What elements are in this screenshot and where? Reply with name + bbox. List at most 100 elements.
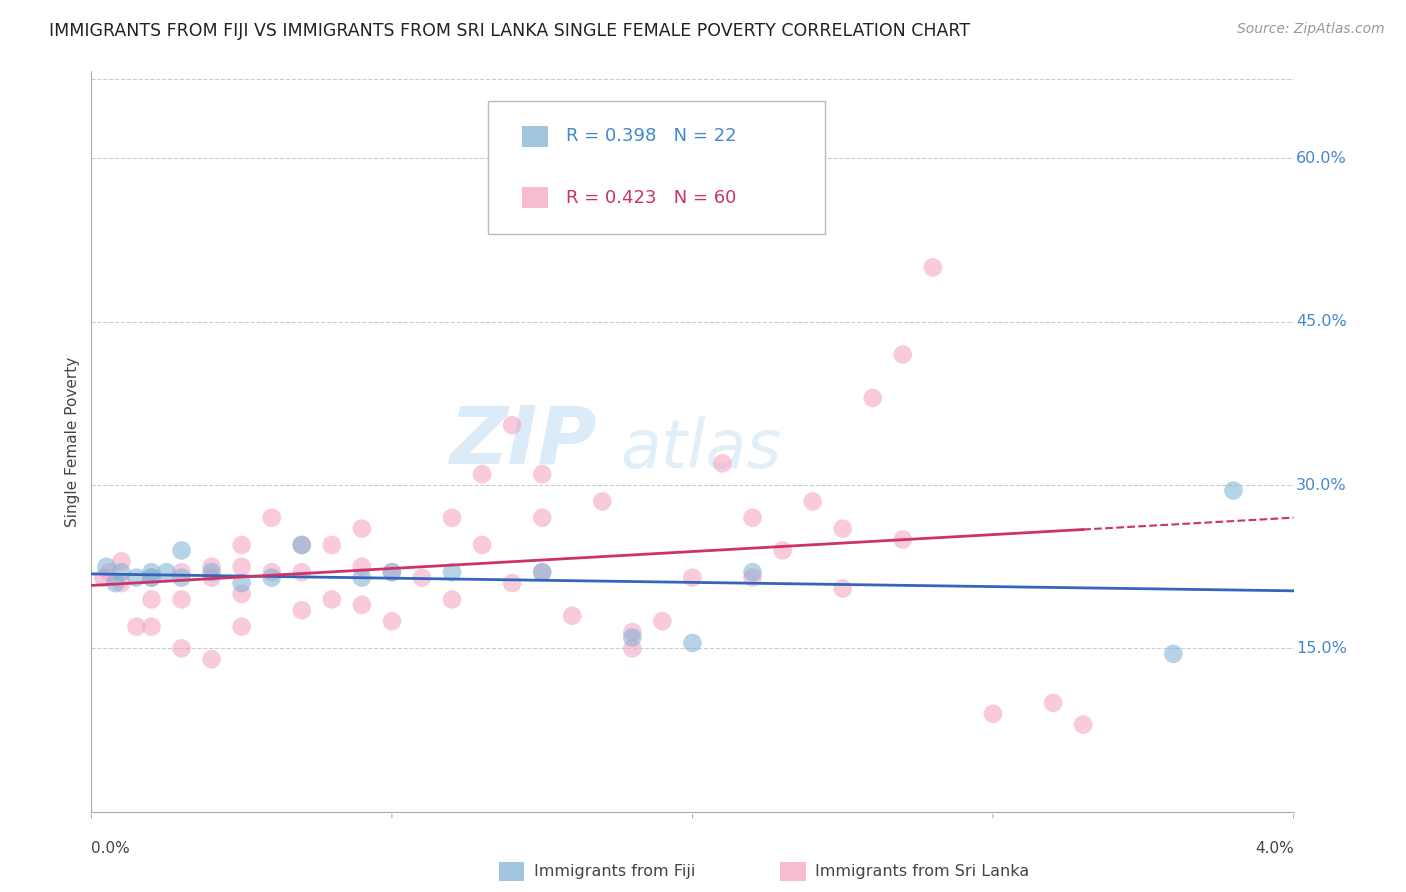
Point — [561, 608, 583, 623]
Point — [291, 603, 314, 617]
Point — [141, 619, 163, 633]
Point — [155, 565, 177, 579]
Point — [681, 636, 703, 650]
Text: Immigrants from Sri Lanka: Immigrants from Sri Lanka — [815, 864, 1029, 879]
Point — [531, 565, 554, 579]
Point — [96, 559, 118, 574]
Point — [381, 614, 404, 628]
Point — [621, 625, 644, 640]
Point — [141, 571, 163, 585]
Point — [891, 347, 914, 361]
Point — [201, 559, 224, 574]
Point — [170, 565, 193, 579]
Point — [291, 538, 314, 552]
Point — [922, 260, 945, 275]
Point — [651, 614, 673, 628]
Text: atlas: atlas — [620, 416, 782, 482]
Point — [231, 538, 253, 552]
Point — [501, 576, 523, 591]
Point — [981, 706, 1004, 721]
Point — [862, 391, 884, 405]
Point — [231, 576, 253, 591]
Point — [291, 565, 314, 579]
Text: IMMIGRANTS FROM FIJI VS IMMIGRANTS FROM SRI LANKA SINGLE FEMALE POVERTY CORRELAT: IMMIGRANTS FROM FIJI VS IMMIGRANTS FROM … — [49, 22, 970, 40]
Point — [201, 565, 224, 579]
Point — [591, 494, 613, 508]
Y-axis label: Single Female Poverty: Single Female Poverty — [65, 357, 80, 526]
Point — [741, 510, 763, 524]
Point — [170, 641, 193, 656]
Text: R = 0.423   N = 60: R = 0.423 N = 60 — [567, 189, 737, 207]
Text: R = 0.398   N = 22: R = 0.398 N = 22 — [567, 128, 737, 145]
Point — [201, 571, 224, 585]
Point — [711, 456, 734, 470]
Point — [831, 522, 853, 536]
Point — [125, 619, 148, 633]
Point — [681, 571, 703, 585]
Point — [1222, 483, 1244, 498]
Text: Immigrants from Fiji: Immigrants from Fiji — [534, 864, 696, 879]
Point — [501, 418, 523, 433]
Text: 0.0%: 0.0% — [91, 841, 131, 856]
Point — [104, 576, 127, 591]
Text: 30.0%: 30.0% — [1296, 477, 1347, 492]
Point — [801, 494, 824, 508]
FancyBboxPatch shape — [522, 126, 548, 147]
Point — [201, 652, 224, 666]
Point — [110, 576, 132, 591]
Point — [831, 582, 853, 596]
Point — [891, 533, 914, 547]
Point — [350, 598, 373, 612]
Point — [1071, 717, 1094, 731]
Point — [170, 543, 193, 558]
Point — [621, 631, 644, 645]
Point — [170, 571, 193, 585]
Point — [170, 592, 193, 607]
Point — [741, 565, 763, 579]
Point — [772, 543, 794, 558]
Point — [141, 565, 163, 579]
Text: 60.0%: 60.0% — [1296, 151, 1347, 166]
Point — [531, 565, 554, 579]
Point — [1161, 647, 1184, 661]
Point — [350, 559, 373, 574]
Point — [440, 510, 463, 524]
Text: ZIP: ZIP — [449, 402, 596, 481]
Point — [621, 641, 644, 656]
Point — [98, 565, 121, 579]
Point — [260, 571, 283, 585]
Text: 15.0%: 15.0% — [1296, 641, 1347, 656]
Point — [110, 565, 132, 579]
Point — [141, 592, 163, 607]
Point — [440, 592, 463, 607]
Point — [411, 571, 433, 585]
Point — [350, 522, 373, 536]
FancyBboxPatch shape — [522, 187, 548, 209]
Text: Source: ZipAtlas.com: Source: ZipAtlas.com — [1237, 22, 1385, 37]
Point — [741, 571, 763, 585]
Point — [93, 571, 115, 585]
Point — [231, 559, 253, 574]
Text: 4.0%: 4.0% — [1254, 841, 1294, 856]
Point — [440, 565, 463, 579]
Point — [260, 510, 283, 524]
Point — [231, 619, 253, 633]
Point — [471, 467, 494, 482]
Point — [531, 467, 554, 482]
Point — [381, 565, 404, 579]
Point — [350, 571, 373, 585]
Point — [321, 592, 343, 607]
Text: 45.0%: 45.0% — [1296, 314, 1347, 329]
Point — [110, 554, 132, 568]
Point — [1042, 696, 1064, 710]
FancyBboxPatch shape — [488, 101, 825, 235]
Point — [531, 510, 554, 524]
Point — [381, 565, 404, 579]
Point — [291, 538, 314, 552]
Point — [321, 538, 343, 552]
Point — [260, 565, 283, 579]
Point — [125, 571, 148, 585]
Point — [471, 538, 494, 552]
Point — [141, 571, 163, 585]
Point — [231, 587, 253, 601]
